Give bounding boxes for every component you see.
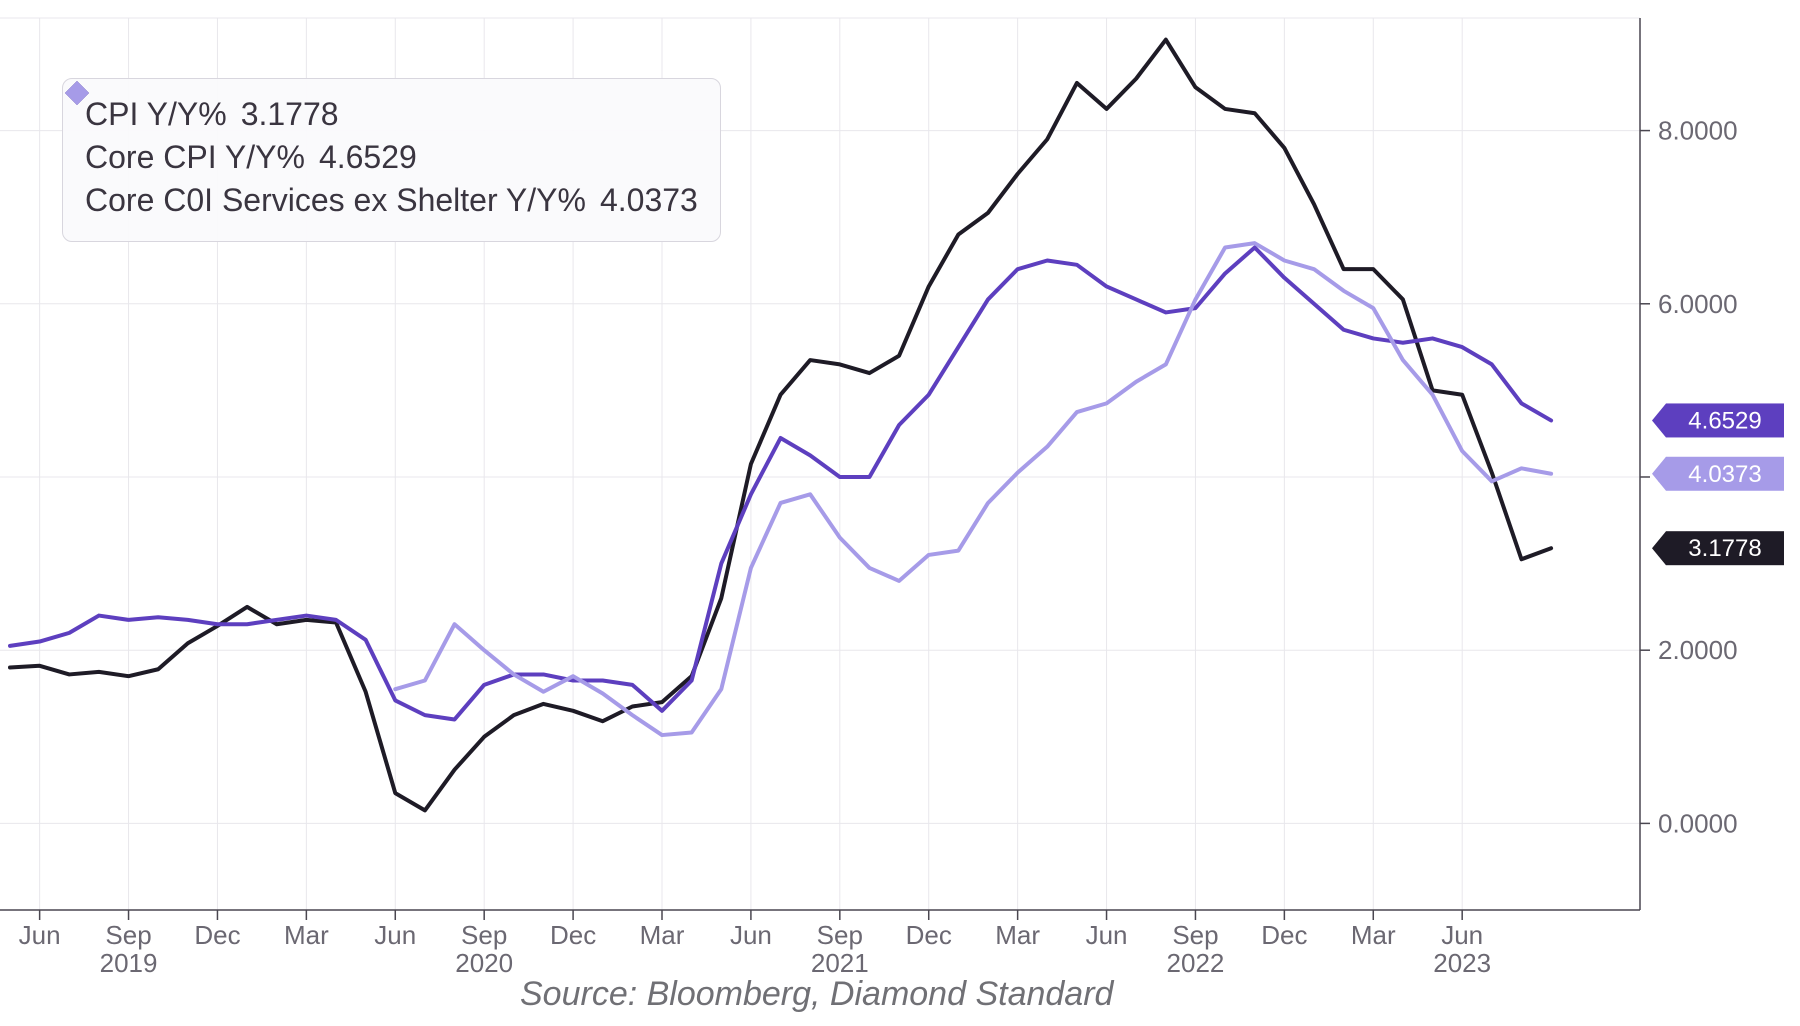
chart-container: 0.00002.00004.00006.00008.0000JunSepDecM… (0, 0, 1800, 1026)
endpoint-badge-text: 4.0373 (1688, 461, 1761, 488)
